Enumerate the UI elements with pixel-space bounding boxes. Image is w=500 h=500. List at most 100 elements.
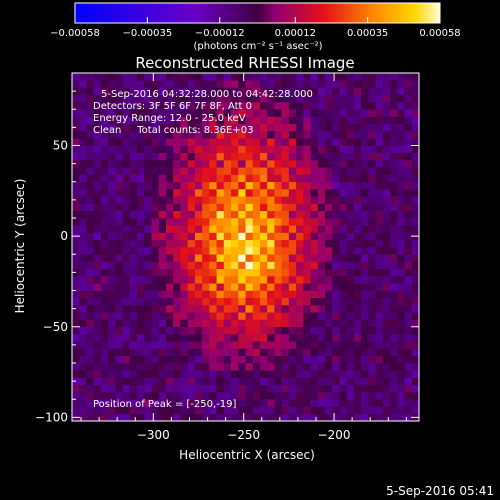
heatmap-cell [274, 297, 282, 306]
heatmap-cell [72, 116, 80, 125]
heatmap-cell [173, 174, 181, 183]
heatmap-cell [79, 123, 87, 132]
heatmap-cell [122, 94, 131, 103]
heatmap-cell [267, 355, 275, 364]
heatmap-cell [238, 276, 246, 284]
heatmap-cell [317, 355, 326, 364]
heatmap-cell [209, 334, 217, 342]
heatmap-cell [288, 87, 297, 96]
heatmap-cell [100, 384, 109, 393]
heatmap-cell [137, 203, 145, 212]
heatmap-cell [281, 341, 290, 349]
heatmap-cell [180, 268, 188, 277]
heatmap-cell [390, 189, 398, 197]
heatmap-cell [288, 109, 297, 117]
heatmap-cell [100, 399, 109, 407]
heatmap-cell [165, 145, 174, 154]
heatmap-cell [296, 123, 304, 132]
y-tick-label: 50 [53, 139, 68, 153]
heatmap-cell [245, 341, 254, 349]
heatmap-cell [165, 254, 174, 262]
heatmap-cell [411, 145, 419, 154]
heatmap-cell [296, 305, 304, 313]
heatmap-cell [194, 406, 203, 415]
heatmap-cell [216, 247, 225, 255]
heatmap-cell [100, 239, 109, 248]
heatmap-cell [202, 239, 210, 248]
heatmap-cell [368, 167, 376, 175]
heatmap-cell [108, 326, 116, 335]
heatmap-cell [187, 73, 196, 81]
heatmap-cell [339, 116, 348, 125]
heatmap-cell [231, 363, 239, 371]
heatmap-cell [151, 377, 160, 386]
heatmap-cell [390, 305, 398, 313]
heatmap-cell [122, 413, 131, 421]
heatmap-cell [108, 239, 116, 248]
heatmap-cell [129, 203, 138, 212]
heatmap-cell [368, 334, 376, 342]
heatmap-cell [252, 355, 261, 364]
heatmap-cell [108, 232, 116, 241]
heatmap-cell [397, 254, 405, 262]
heatmap-cell [281, 167, 290, 175]
heatmap-cell [238, 145, 246, 154]
heatmap-cell [390, 247, 398, 255]
heatmap-cell [361, 355, 369, 364]
heatmap-cell [194, 189, 203, 197]
heatmap-cell [100, 102, 109, 110]
heatmap-cell [187, 181, 196, 190]
heatmap-cell [339, 297, 348, 306]
heatmap-cell [296, 334, 304, 342]
heatmap-cell [223, 399, 232, 407]
heatmap-cell [115, 152, 123, 161]
heatmap-cell [252, 261, 261, 270]
heatmap-cell [137, 363, 145, 371]
heatmap-cell [382, 334, 391, 342]
heatmap-cell [79, 348, 87, 357]
heatmap-cell [173, 406, 181, 415]
heatmap-cell [404, 399, 413, 407]
heatmap-cell [93, 189, 102, 197]
heatmap-cell [317, 312, 326, 320]
heatmap-cell [382, 370, 391, 378]
heatmap-cell [288, 232, 297, 241]
heatmap-cell [165, 363, 174, 371]
heatmap-cell [202, 268, 210, 277]
heatmap-cell [353, 413, 362, 421]
colorbar-tick-label: 0.00058 [419, 28, 460, 39]
heatmap-cell [79, 138, 87, 146]
heatmap-cell [411, 341, 419, 349]
heatmap-cell [108, 131, 116, 139]
heatmap-cell [173, 203, 181, 212]
heatmap-cell [86, 160, 94, 168]
heatmap-cell [194, 239, 203, 248]
heatmap-cell [281, 268, 290, 277]
heatmap-cell [281, 319, 290, 328]
heatmap-cell [274, 406, 282, 415]
heatmap-cell [390, 131, 398, 139]
heatmap-cell [259, 232, 268, 241]
heatmap-cell [122, 370, 131, 378]
heatmap-cell [303, 312, 311, 320]
heatmap-cell [137, 102, 145, 110]
heatmap-cell [332, 239, 340, 248]
heatmap-cell [346, 254, 355, 262]
heatmap-cell [397, 73, 405, 81]
heatmap-cell [411, 225, 419, 233]
heatmap-cell [115, 305, 123, 313]
heatmap-cell [346, 239, 355, 248]
heatmap-cell [100, 109, 109, 117]
heatmap-cell [252, 196, 261, 204]
heatmap-cell [158, 232, 167, 241]
heatmap-cell [353, 87, 362, 96]
heatmap-cell [339, 283, 348, 291]
heatmap-cell [223, 247, 232, 255]
heatmap-cell [122, 297, 131, 306]
heatmap-cell [390, 145, 398, 154]
heatmap-cell [310, 276, 319, 284]
heatmap-cell [267, 341, 275, 349]
heatmap-cell [368, 312, 376, 320]
heatmap-cell [108, 392, 116, 400]
